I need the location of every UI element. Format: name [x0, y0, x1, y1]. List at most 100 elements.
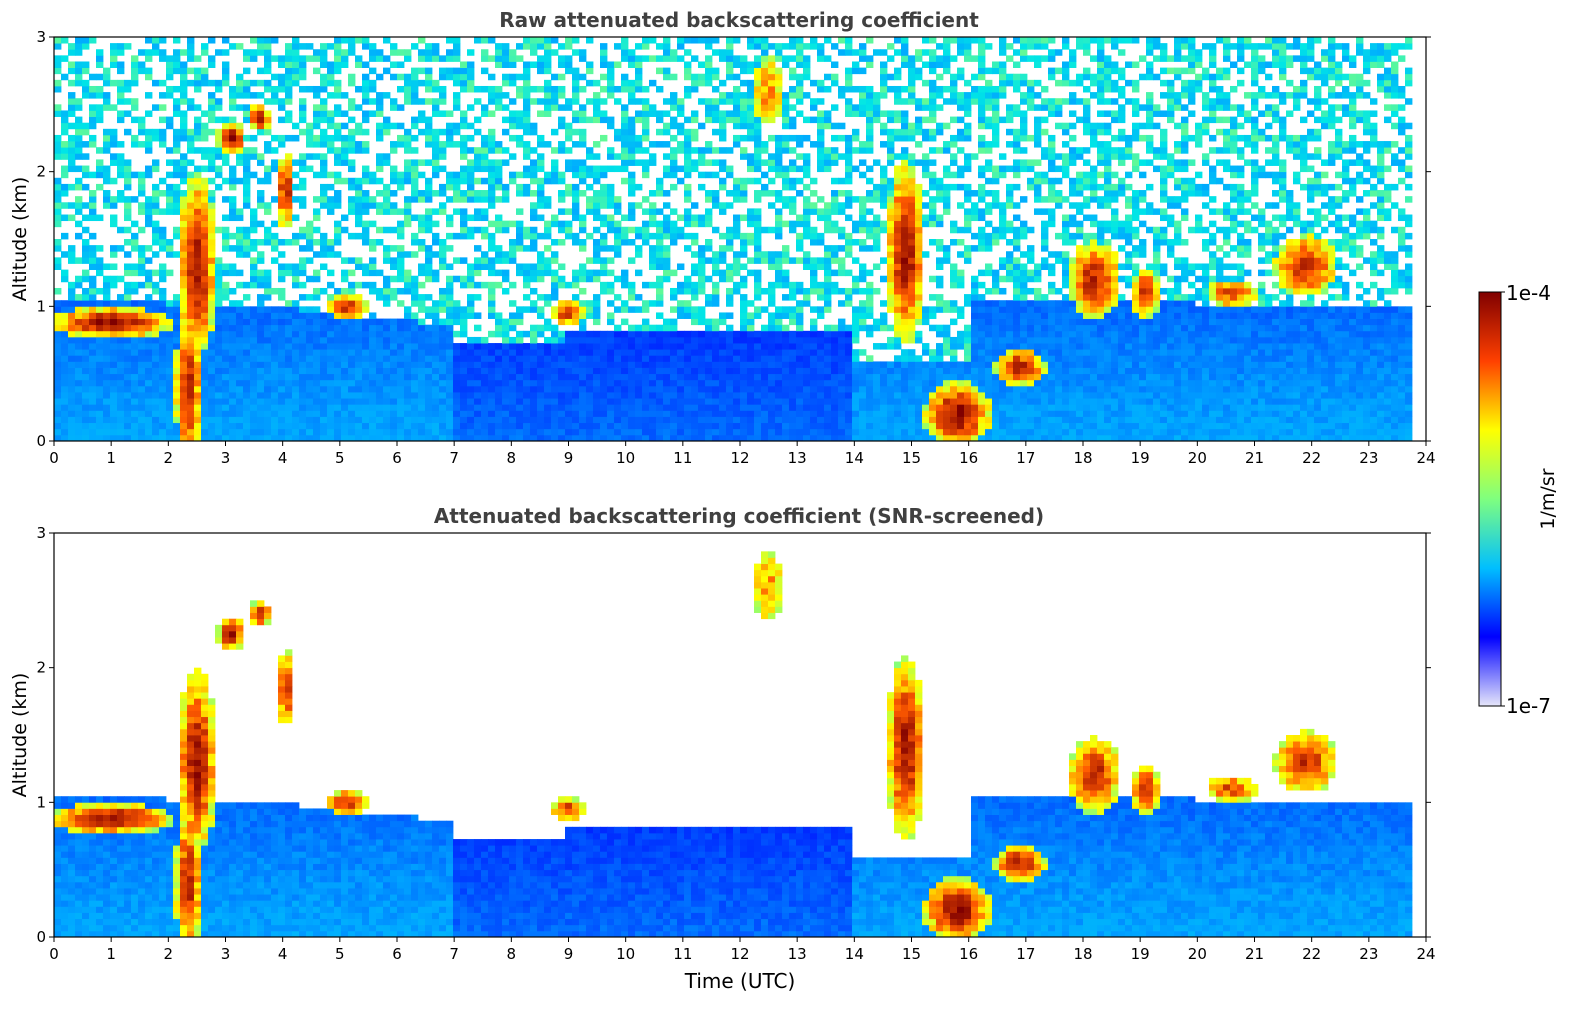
heatmap-cell: [691, 116, 699, 124]
heatmap-cell: [607, 404, 615, 411]
heatmap-cell: [110, 404, 118, 411]
heatmap-cell: [173, 85, 181, 93]
heatmap-cell: [607, 355, 615, 362]
heatmap-cell: [551, 392, 559, 399]
heatmap-cell: [173, 373, 181, 381]
heatmap-cell: [432, 398, 440, 405]
heatmap-cell: [103, 92, 111, 99]
heatmap-cell: [131, 373, 139, 381]
heatmap-cell: [705, 257, 713, 264]
heatmap-cell: [439, 263, 447, 270]
heatmap-cell: [390, 49, 398, 56]
heatmap-cell: [264, 404, 272, 411]
heatmap-cell: [54, 190, 62, 197]
heatmap-cell: [782, 202, 790, 209]
heatmap-cell: [439, 300, 447, 307]
heatmap-cell: [306, 343, 314, 350]
heatmap-cell: [320, 263, 328, 270]
heatmap-cell: [467, 410, 475, 417]
heatmap-cell: [285, 355, 293, 362]
heatmap-cell: [740, 177, 748, 185]
heatmap-cell: [740, 306, 748, 313]
heatmap-cell: [236, 300, 244, 307]
heatmap-cell: [243, 67, 251, 75]
heatmap-cell: [152, 349, 160, 356]
heatmap-cell: [460, 428, 468, 436]
heatmap-cell: [187, 373, 195, 381]
heatmap-cell: [740, 281, 748, 289]
heatmap-cell: [495, 220, 503, 228]
heatmap-cell: [628, 61, 636, 68]
heatmap-cell: [579, 324, 587, 332]
heatmap-cell: [453, 422, 461, 430]
heatmap-cell: [285, 361, 293, 368]
heatmap-cell: [768, 281, 776, 289]
heatmap-cell: [243, 55, 251, 62]
heatmap-cell: [467, 190, 475, 197]
heatmap-cell: [481, 434, 489, 442]
heatmap-cell: [194, 85, 202, 93]
heatmap-cell: [131, 61, 139, 68]
heatmap-cell: [75, 306, 83, 313]
heatmap-cell: [803, 257, 811, 264]
heatmap-cell: [467, 147, 475, 154]
heatmap-cell: [397, 410, 405, 417]
heatmap-cell: [740, 153, 748, 160]
heatmap-cell: [222, 294, 230, 301]
heatmap-cell: [754, 116, 762, 124]
heatmap-cell: [432, 385, 440, 393]
heatmap-cell: [621, 110, 629, 117]
heatmap-cell: [425, 404, 433, 411]
heatmap-cell: [250, 116, 258, 124]
heatmap-cell: [75, 177, 83, 185]
heatmap-cell: [159, 416, 167, 424]
heatmap-cell: [334, 128, 342, 136]
heatmap-cell: [754, 355, 762, 362]
heatmap-cell: [684, 196, 692, 203]
heatmap-cell: [404, 330, 412, 338]
heatmap-cell: [166, 434, 174, 442]
heatmap-cell: [397, 257, 405, 264]
heatmap-cell: [243, 226, 251, 234]
heatmap-cell: [208, 214, 216, 222]
heatmap-cell: [684, 404, 692, 411]
heatmap-cell: [495, 324, 503, 332]
heatmap-cell: [733, 361, 741, 368]
heatmap-cell: [187, 43, 195, 50]
heatmap-cell: [810, 318, 818, 326]
heatmap-cell: [110, 422, 118, 430]
heatmap-cell: [257, 392, 265, 399]
heatmap-cell: [467, 428, 475, 436]
heatmap-cell: [82, 373, 90, 381]
heatmap-cell: [313, 171, 321, 179]
heatmap-cell: [635, 134, 643, 142]
heatmap-cell: [474, 226, 482, 234]
heatmap-cell: [110, 202, 118, 209]
heatmap-cell: [215, 98, 223, 105]
heatmap-cell: [747, 79, 755, 87]
heatmap-cell: [565, 159, 573, 166]
panel-title: Raw attenuated backscattering coefficien…: [499, 8, 979, 32]
heatmap-cell: [124, 171, 132, 179]
heatmap-cell: [460, 190, 468, 197]
heatmap-cell: [544, 171, 552, 179]
heatmap-cell: [187, 220, 195, 228]
heatmap-cell: [201, 349, 209, 356]
heatmap-cell: [208, 392, 216, 399]
heatmap-cell: [754, 98, 762, 105]
heatmap-cell: [439, 336, 447, 344]
heatmap-cell: [96, 263, 104, 270]
heatmap-cell: [775, 379, 783, 387]
heatmap-cell: [257, 410, 265, 417]
heatmap-cell: [390, 263, 398, 270]
heatmap-cell: [124, 159, 132, 166]
heatmap-cell: [376, 349, 384, 356]
heatmap-cell: [334, 428, 342, 436]
heatmap-cell: [733, 141, 741, 148]
heatmap-cell: [495, 428, 503, 436]
heatmap-cell: [180, 110, 188, 117]
heatmap-cell: [425, 410, 433, 417]
heatmap-cell: [215, 183, 223, 191]
heatmap-cell: [663, 410, 671, 417]
heatmap-cell: [341, 392, 349, 399]
